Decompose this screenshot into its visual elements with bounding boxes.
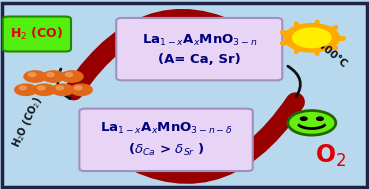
- Circle shape: [28, 73, 36, 77]
- Circle shape: [15, 84, 37, 95]
- Circle shape: [288, 111, 336, 135]
- Circle shape: [300, 117, 307, 120]
- Text: H$_2$ (CO): H$_2$ (CO): [10, 26, 63, 42]
- Circle shape: [56, 86, 63, 90]
- Circle shape: [70, 84, 92, 95]
- Circle shape: [19, 86, 27, 90]
- Text: O$_2$: O$_2$: [315, 143, 346, 169]
- Circle shape: [317, 117, 323, 120]
- Circle shape: [293, 28, 331, 48]
- FancyBboxPatch shape: [79, 109, 253, 171]
- Text: La$_{1-x}$A$_x$MnO$_{3-n}$
(A= Ca, Sr): La$_{1-x}$A$_x$MnO$_{3-n}$ (A= Ca, Sr): [142, 33, 257, 66]
- Text: La$_{1-x}$A$_x$MnO$_{3-n-δ}$
($δ_{Ca}$ > $δ_{Sr}$ ): La$_{1-x}$A$_x$MnO$_{3-n-δ}$ ($δ_{Ca}$ >…: [100, 121, 232, 158]
- Text: 1400°C: 1400°C: [311, 36, 349, 70]
- Circle shape: [47, 73, 54, 77]
- FancyBboxPatch shape: [116, 18, 282, 80]
- Circle shape: [284, 24, 339, 52]
- Circle shape: [33, 84, 55, 95]
- Circle shape: [61, 71, 83, 82]
- Circle shape: [38, 86, 45, 90]
- Circle shape: [24, 71, 46, 82]
- FancyBboxPatch shape: [2, 3, 367, 187]
- Circle shape: [52, 84, 74, 95]
- Circle shape: [75, 86, 82, 90]
- FancyBboxPatch shape: [3, 17, 71, 52]
- Text: H$_2$O (CO$_2$): H$_2$O (CO$_2$): [10, 94, 46, 150]
- Circle shape: [42, 71, 65, 82]
- Circle shape: [65, 73, 73, 77]
